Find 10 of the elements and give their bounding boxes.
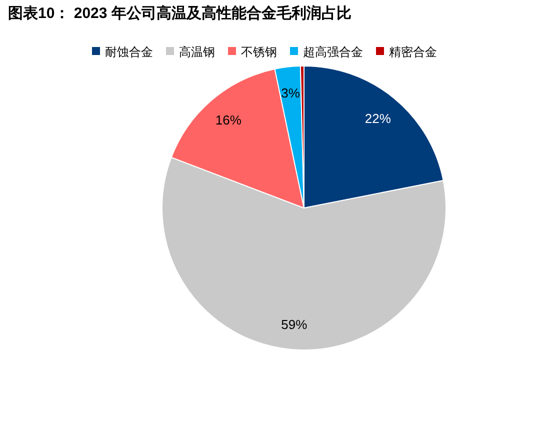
data-label: 59%: [281, 317, 308, 332]
legend-label: 不锈钢: [241, 45, 277, 59]
legend-label: 超高强合金: [303, 45, 363, 59]
legend-label: 高温钢: [179, 45, 215, 59]
data-label: 22%: [364, 111, 392, 126]
legend-label: 耐蚀合金: [105, 45, 153, 59]
chart-title: 图表10： 2023 年公司高温及高性能合金毛利润占比: [8, 4, 352, 22]
legend-label: 精密合金: [389, 45, 437, 59]
data-label: 16%: [215, 112, 242, 128]
data-label: 3%: [281, 85, 300, 100]
